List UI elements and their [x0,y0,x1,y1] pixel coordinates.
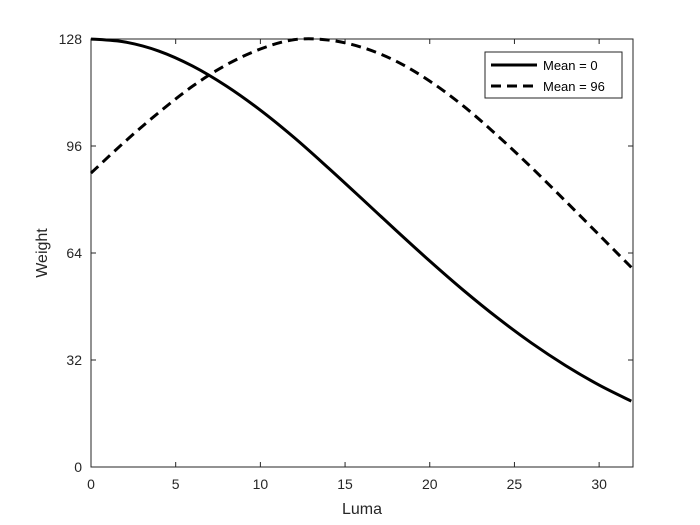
y-tick-label: 128 [59,31,83,47]
x-tick-label: 25 [507,476,523,492]
x-tick-label: 0 [87,476,95,492]
legend: Mean = 0 Mean = 96 [484,51,623,99]
legend-label-series-1: Mean = 0 [543,58,598,73]
y-tick-label: 96 [66,138,82,154]
x-tick-label: 5 [172,476,180,492]
y-tick-label: 64 [66,245,82,261]
y-tick-label: 32 [66,352,82,368]
x-axis-ticks: 0 5 10 15 20 25 30 [87,39,607,492]
series-line-1 [90,37,632,403]
y-tick-label: 0 [74,459,82,475]
x-tick-label: 30 [591,476,607,492]
legend-label-series-2: Mean = 96 [543,79,605,94]
x-tick-label: 20 [422,476,438,492]
x-axis-label: Luma [342,501,382,518]
y-axis-label: Weight [34,228,51,278]
plot-area [90,38,634,468]
y-axis-ticks: 0 32 64 96 128 [59,31,633,475]
series-line-2 [89,37,633,269]
legend-box [484,51,623,99]
series-layer [89,37,633,403]
x-tick-label: 15 [337,476,353,492]
x-tick-label: 10 [253,476,269,492]
